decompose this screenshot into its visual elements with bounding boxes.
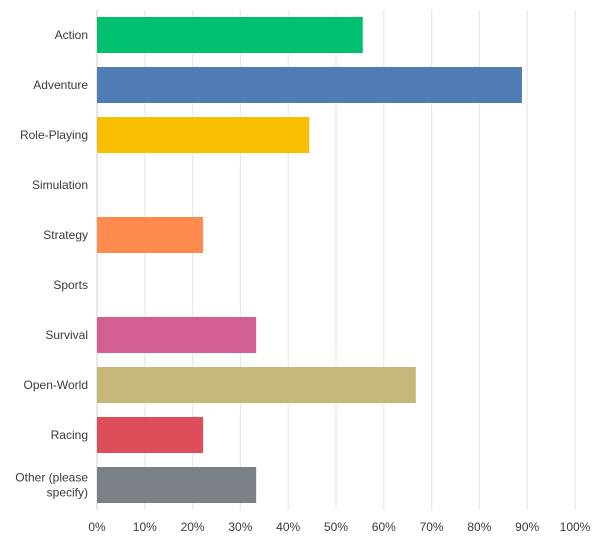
x-tick-label: 50% (324, 520, 348, 534)
bar-strategy[interactable] (97, 217, 204, 253)
x-tick-label: 100% (560, 520, 591, 534)
category-label: Other (please specify) (15, 471, 88, 500)
category-label: Strategy (43, 228, 88, 242)
x-axis-tick-labels: 0% 10% 20% 30% 40% 50% 60% 70% 80% 90% 100% (88, 520, 590, 534)
category-label: Adventure (33, 78, 88, 92)
bar-action[interactable] (97, 17, 363, 53)
x-tick-label: 20% (181, 520, 205, 534)
category-label: Role-Playing (20, 128, 88, 142)
x-tick-label: 90% (515, 520, 539, 534)
category-label: Action (55, 28, 88, 42)
bar-adventure[interactable] (97, 67, 522, 103)
bar-other-please-specify[interactable] (97, 467, 257, 503)
category-label: Open-World (24, 378, 88, 392)
category-label: Simulation (32, 178, 88, 192)
category-labels: Action Adventure Role-Playing Simulation Str… (15, 28, 88, 500)
category-label: Sports (53, 278, 88, 292)
x-tick-label: 70% (420, 520, 444, 534)
x-tick-label: 80% (467, 520, 491, 534)
x-tick-label: 0% (88, 520, 106, 534)
category-label: Racing (51, 428, 88, 442)
bar-racing[interactable] (97, 417, 204, 453)
x-tick-label: 10% (133, 520, 157, 534)
category-label: Survival (45, 328, 88, 342)
x-tick-label: 30% (228, 520, 252, 534)
x-tick-label: 60% (372, 520, 396, 534)
bar-open-world[interactable] (97, 367, 416, 403)
bars (97, 17, 522, 503)
x-tick-label: 40% (276, 520, 300, 534)
bar-role-playing[interactable] (97, 117, 310, 153)
bar-survival[interactable] (97, 317, 257, 353)
